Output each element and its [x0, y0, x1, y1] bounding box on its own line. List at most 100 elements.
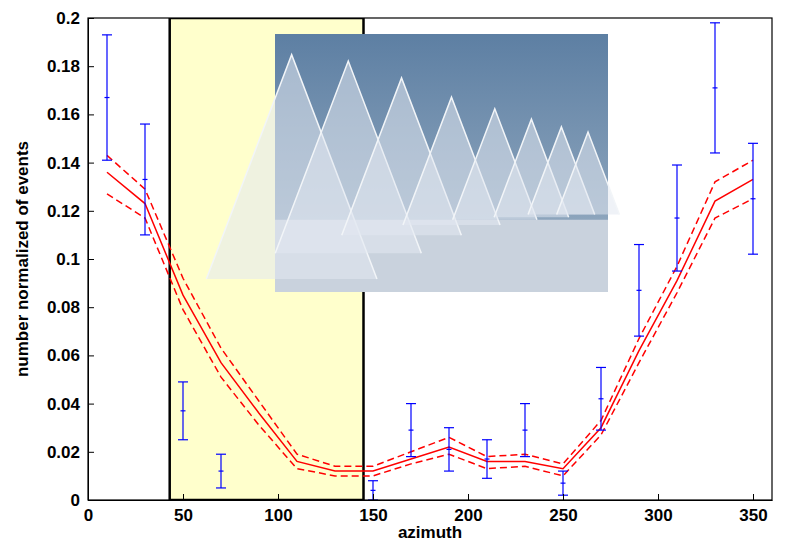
error-bar-cap	[748, 254, 758, 255]
data-point	[181, 410, 186, 411]
y-tick: 0.16	[47, 105, 94, 124]
error-bar-cap	[102, 34, 112, 35]
error-bar-cap	[178, 381, 188, 382]
error-bar-cap	[216, 454, 226, 455]
x-tick-mark	[468, 494, 469, 500]
error-bar-cap	[520, 456, 530, 457]
error-bar-cap	[710, 22, 720, 23]
error-bar-cap	[406, 403, 416, 404]
error-bar-cap	[216, 487, 226, 488]
model-line	[107, 194, 753, 476]
error-bar-cap	[558, 470, 568, 471]
y-tick-mark	[88, 18, 94, 19]
y-tick: 0.1	[56, 250, 94, 269]
error-bar-cap	[672, 164, 682, 165]
y-tick-mark	[88, 211, 94, 212]
error-bar-cap	[596, 367, 606, 368]
x-tick-label: 350	[739, 506, 767, 525]
data-point	[523, 430, 528, 431]
x-tick: 100	[264, 494, 292, 525]
error-bar	[482, 440, 492, 479]
error-bar-cap	[444, 427, 454, 428]
y-tick-label: 0.1	[56, 250, 80, 269]
error-bar-cap	[140, 234, 150, 235]
x-tick-mark	[753, 494, 754, 500]
y-tick-mark	[88, 404, 94, 405]
data-point	[561, 483, 566, 484]
data-point	[751, 198, 756, 199]
y-tick: 0	[71, 491, 94, 510]
x-axis: 050100150200250300350	[84, 494, 773, 525]
error-bar-cap	[406, 456, 416, 457]
error-bar-cap	[368, 480, 378, 481]
y-tick: 0.14	[47, 154, 94, 173]
error-bar-cap	[520, 403, 530, 404]
plot-frame	[88, 18, 772, 500]
error-bar	[748, 143, 758, 254]
x-axis-title: azimuth	[398, 523, 462, 542]
y-axis: 0 0.02 0.04 0.06 0.08 0.1 0.12 0.14 0.16 0.18 0.2	[47, 9, 94, 510]
error-bar-cap	[634, 336, 644, 337]
y-tick-label: 0.2	[56, 9, 80, 28]
x-tick-mark	[373, 494, 374, 500]
y-tick-label: 0.14	[47, 154, 81, 173]
data-point	[105, 97, 110, 98]
y-tick: 0.2	[56, 9, 94, 28]
data-point	[409, 430, 414, 431]
data-point	[675, 217, 680, 218]
y-tick: 0.06	[47, 346, 94, 365]
x-tick-mark	[563, 494, 564, 500]
y-tick-label: 0.08	[47, 298, 80, 317]
error-bar-cap	[178, 439, 188, 440]
x-axis-line	[89, 500, 773, 501]
x-tick-label: 50	[174, 506, 193, 525]
data-point	[599, 398, 604, 399]
y-tick: 0.08	[47, 298, 94, 317]
error-bar-cap	[710, 152, 720, 153]
y-axis-title: number normalized of events	[13, 141, 32, 377]
error-bar	[672, 165, 682, 271]
y-tick-mark	[88, 259, 94, 260]
chart: 0 50 100 150 200 250 300 350 0 0.02 0.04 0.06 0.08 0.…	[0, 0, 787, 546]
y-tick-label: 0.12	[47, 202, 80, 221]
error-bar	[406, 404, 416, 457]
y-tick-label: 0.02	[47, 443, 80, 462]
error-bar-cap	[102, 160, 112, 161]
error-bar	[710, 23, 720, 153]
x-tick: 50	[174, 494, 193, 525]
data-point	[219, 470, 224, 471]
x-tick: 250	[549, 494, 577, 525]
x-tick-mark	[278, 494, 279, 500]
y-tick: 0.02	[47, 443, 94, 462]
error-bar	[140, 124, 150, 235]
y-tick: 0.04	[47, 395, 94, 414]
y-tick-mark	[88, 355, 94, 356]
error-bar-cap	[596, 430, 606, 431]
error-bar-cap	[140, 123, 150, 124]
x-tick: 200	[454, 494, 482, 525]
y-tick-mark	[88, 114, 94, 115]
data-point	[143, 179, 148, 180]
data-point	[485, 458, 490, 459]
inset-photo	[206, 34, 619, 292]
x-tick: 300	[644, 494, 672, 525]
data-point	[713, 87, 718, 88]
photo-sky	[275, 34, 608, 292]
error-bar-cap	[482, 439, 492, 440]
x-tick-label: 300	[644, 506, 672, 525]
x-tick-label: 150	[359, 506, 387, 525]
x-tick: 150	[359, 494, 387, 525]
y-tick-mark	[88, 452, 94, 453]
x-tick-mark	[183, 494, 184, 500]
x-tick-mark	[658, 494, 659, 500]
error-bar	[558, 471, 568, 495]
y-tick-label: 0.18	[47, 57, 80, 76]
plot-area	[102, 18, 758, 500]
error-bar	[102, 35, 112, 160]
y-tick-mark	[88, 163, 94, 164]
y-tick-label: 0	[71, 491, 80, 510]
y-tick-label: 0.04	[47, 395, 81, 414]
error-bar	[634, 245, 644, 337]
x-tick: 350	[739, 494, 767, 525]
x-tick-label: 100	[264, 506, 292, 525]
